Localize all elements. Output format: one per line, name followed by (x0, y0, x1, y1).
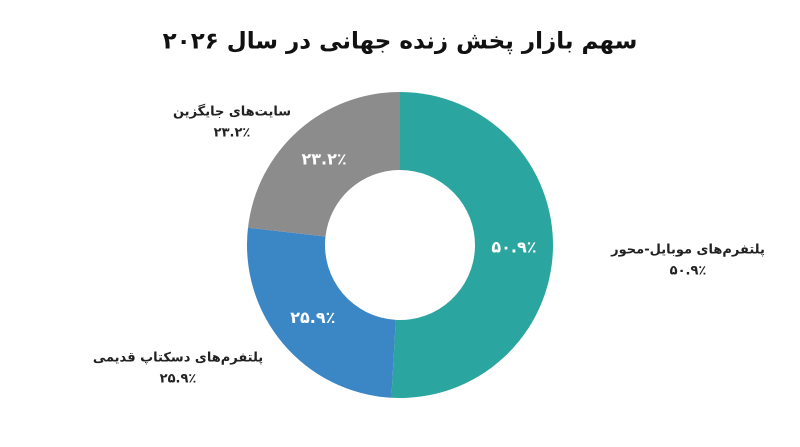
chart-title: سهم بازار پخش زنده جهانی در سال ۲۰۲۶ (163, 29, 638, 55)
category-label: پلتفرم‌های موبایل-محور (610, 243, 765, 258)
donut-slice (246, 227, 396, 398)
category-value-label: ۵۰.۹٪ (670, 264, 707, 279)
category-label: پلتفرم‌های دسکتاپ قدیمی (93, 351, 263, 366)
donut-slice (247, 92, 400, 237)
slice-value-label: ۲۵.۹٪ (290, 308, 335, 327)
donut-slice (391, 92, 553, 398)
category-value-label: ۲۳.۲٪ (214, 126, 251, 141)
slice-value-label: ۵۰.۹٪ (491, 238, 536, 257)
slice-value-label: ۲۳.۲٪ (302, 149, 347, 168)
category-label: سایت‌های جایگزین (173, 104, 291, 120)
category-value-label: ۲۵.۹٪ (160, 372, 197, 387)
